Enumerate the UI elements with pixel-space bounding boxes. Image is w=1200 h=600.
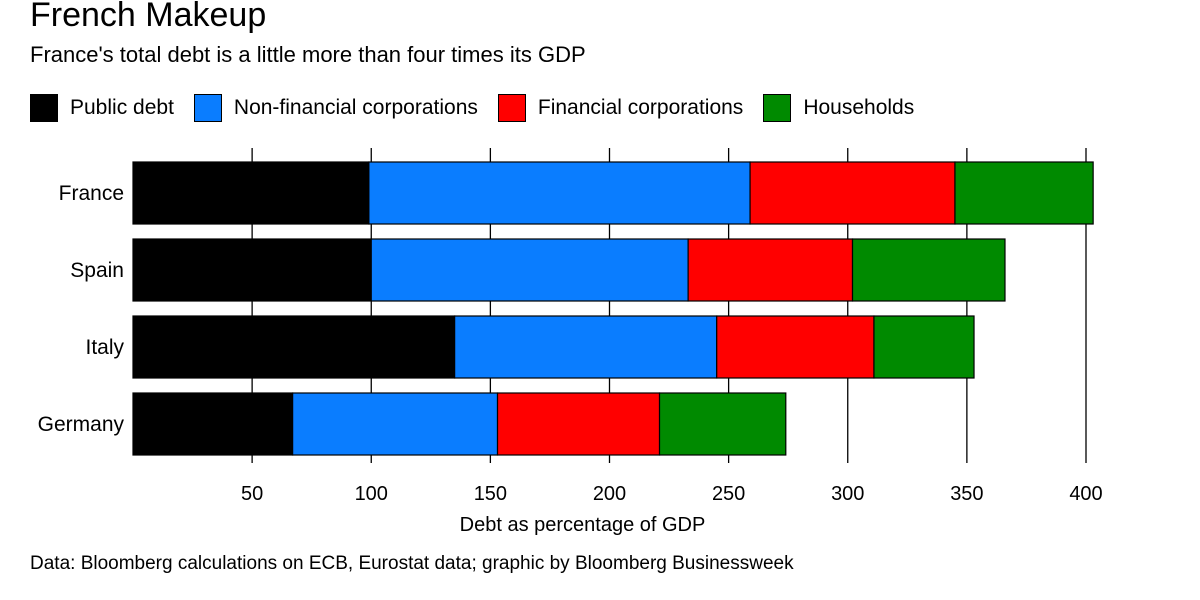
chart-subtitle: France's total debt is a little more tha…	[30, 42, 586, 67]
legend-swatch-financial	[497, 94, 526, 122]
category-label-germany: Germany	[38, 413, 125, 436]
category-label-france: France	[59, 182, 124, 205]
bar-italy-financial-corporations	[716, 315, 875, 379]
legend-item-non-financial: Non-financial corporations	[193, 94, 478, 122]
legend-item-households: Households	[763, 94, 914, 122]
category-label-spain: Spain	[70, 259, 124, 282]
legend-swatch-public-debt	[30, 94, 58, 122]
bar-france-non-financial-corporations	[368, 161, 751, 225]
tick-label-300: 300	[831, 483, 864, 505]
legend-item-public-debt: Public debt	[30, 94, 174, 122]
bar-france-households	[954, 161, 1094, 225]
bar-germany-financial-corporations	[496, 392, 661, 456]
chart-title: French Makeup	[30, 0, 267, 34]
bar-france-public-debt	[132, 161, 370, 225]
category-labels: France Spain Italy Germany	[38, 182, 125, 436]
legend: Public debt Non-financial corporations F…	[30, 94, 934, 122]
bar-spain-financial-corporations	[687, 238, 854, 302]
bar-france-financial-corporations	[749, 161, 956, 225]
tick-label-200: 200	[593, 483, 626, 505]
legend-label-non-financial: Non-financial corporations	[233, 96, 478, 119]
source-footer: Data: Bloomberg calculations on ECB, Eur…	[30, 553, 794, 574]
bar-germany-households	[658, 392, 787, 456]
tick-label-150: 150	[474, 483, 507, 505]
legend-label-financial: Financial corporations	[537, 96, 744, 119]
category-label-italy: Italy	[85, 336, 124, 359]
legend-swatch-non-financial	[193, 94, 222, 122]
legend-swatch-households	[763, 94, 792, 122]
legend-label-households: Households	[803, 96, 915, 119]
bar-germany-non-financial-corporations	[292, 392, 499, 456]
legend-label-public-debt: Public debt	[70, 96, 174, 119]
tick-label-100: 100	[355, 483, 388, 505]
bar-spain-non-financial-corporations	[370, 238, 689, 302]
bar-spain-public-debt	[132, 238, 372, 302]
bar-italy-households	[873, 315, 975, 379]
bar-italy-non-financial-corporations	[454, 315, 718, 379]
legend-item-financial: Financial corporations	[497, 94, 744, 122]
x-axis-title: Debt as percentage of GDP	[460, 514, 706, 536]
bar-germany-public-debt	[132, 392, 294, 456]
bars	[132, 161, 1094, 456]
tick-label-250: 250	[712, 483, 745, 505]
tick-labels: 50 100 150 200 250 300 350 400	[241, 483, 1103, 505]
bar-spain-households	[851, 238, 1006, 302]
tick-label-350: 350	[950, 483, 983, 505]
tick-label-400: 400	[1069, 483, 1102, 505]
bar-italy-public-debt	[132, 315, 456, 379]
tick-label-50: 50	[241, 483, 263, 505]
